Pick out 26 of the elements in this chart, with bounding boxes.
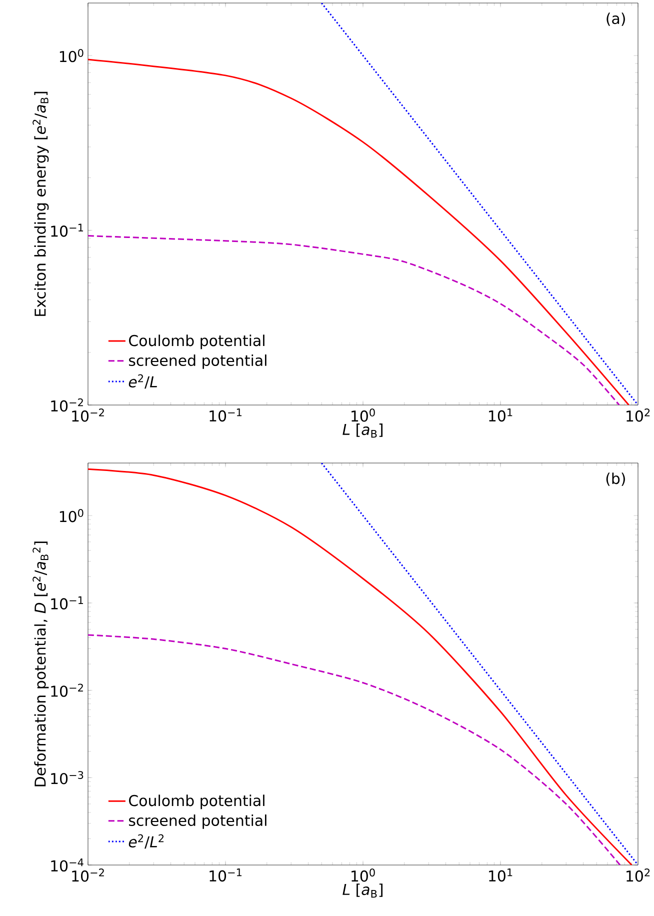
x-tick-label: 10$^{2}$ (626, 408, 650, 422)
annotation: (a) (606, 12, 625, 26)
y-tick-label: 10$^{0}$ (60, 48, 84, 62)
legend-label: screened potential (128, 354, 266, 369)
legend-label: Coulomb potential (128, 794, 264, 810)
x-axis-title: L [a$_{B}$] (342, 884, 382, 898)
x-tick-label: 10$^{−1}$ (209, 868, 242, 882)
legend-label: screened potential (128, 814, 266, 829)
y-tick-label: 10$^{−1}$ (50, 596, 83, 610)
x-tick-label: 10$^{0}$ (351, 868, 375, 882)
x-tick-label: 10$^{2}$ (626, 868, 650, 882)
legend-label: e$^{2}$/L (128, 374, 157, 389)
y-tick-label: 10$^{0}$ (60, 509, 84, 522)
y-tick-label: 10$^{−3}$ (50, 771, 83, 784)
annotation: (b) (606, 472, 625, 486)
y-tick-label: 10$^{−2}$ (50, 684, 83, 697)
x-tick-label: 10$^{0}$ (351, 408, 375, 422)
x-tick-label: 10$^{1}$ (488, 408, 512, 422)
text: Deformation potential, D [e$^{2}$/a$_{B}$$^{2}$] (32, 542, 48, 786)
x-tick-label: 10$^{1}$ (488, 868, 512, 882)
x-axis-title: L [a$_{B}$] (342, 424, 382, 438)
legend-label: e$^{2}$/L$^{2}$ (128, 834, 164, 849)
y-tick-label: 10$^{−1}$ (50, 224, 83, 237)
y-axis-title: Exciton binding energy [e$^{2}$/a$_{B}$] (32, 92, 48, 316)
legend-label: Coulomb potential (128, 334, 264, 350)
x-tick-label: 10$^{−1}$ (209, 408, 242, 422)
